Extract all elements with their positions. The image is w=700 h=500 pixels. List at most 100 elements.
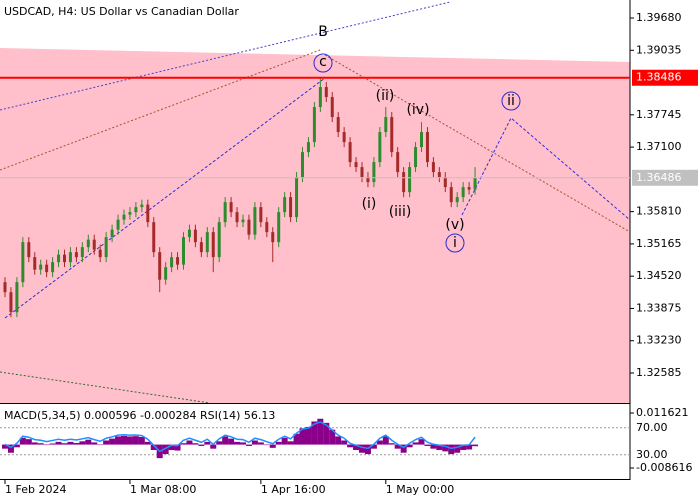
candle-body — [27, 242, 31, 258]
forecast-line — [461, 117, 631, 221]
macd-bar — [204, 441, 211, 445]
candle-body — [3, 282, 7, 293]
y-tick-label: 1.34520 — [636, 269, 682, 282]
macd-bar — [335, 436, 342, 445]
candle-body — [473, 177, 477, 190]
macd-bar — [91, 442, 98, 445]
candle-body — [140, 204, 144, 208]
candle-body — [9, 292, 13, 313]
candle-body — [461, 187, 465, 198]
x-tick-label: 1 Feb 2024 — [5, 483, 66, 496]
candle-body — [57, 254, 61, 263]
macd-bar — [240, 442, 246, 445]
candle-body — [277, 212, 281, 243]
candle-body — [378, 132, 382, 163]
macd-bar — [370, 444, 377, 449]
price-label-box — [632, 169, 698, 186]
macd-bar — [364, 444, 371, 455]
indicator-label: MACD(5,34,5) 0.000596 -0.000284 RSI(14) … — [4, 409, 275, 422]
candle-body — [318, 87, 322, 108]
y-tick-label: -0.008616 — [636, 461, 692, 474]
candle-body — [92, 239, 96, 250]
candle-body — [235, 212, 239, 223]
candle-body — [253, 207, 257, 235]
macd-bar — [299, 428, 306, 445]
macd-bar — [472, 444, 479, 447]
macd-bar — [216, 441, 223, 445]
macd-bar — [192, 443, 199, 445]
macd-bar — [418, 439, 425, 445]
candle-body — [342, 132, 346, 143]
macd-bar — [341, 440, 348, 445]
y-tick-label: 0.011621 — [636, 406, 689, 419]
y-tick-label: 1.39035 — [636, 43, 682, 56]
macd-bar — [19, 437, 26, 445]
wave-label: c — [319, 54, 327, 70]
macd-bar — [388, 443, 395, 445]
macd-bar — [186, 440, 193, 445]
macd-bar — [222, 436, 229, 445]
macd-bar — [115, 436, 122, 445]
wave-label: (v) — [445, 217, 464, 233]
y-tick-label: 1.35165 — [636, 237, 682, 250]
candle-body — [45, 264, 49, 273]
macd-bar — [436, 444, 443, 451]
macd-bar — [442, 444, 449, 452]
macd-bar — [353, 444, 360, 451]
y-tick-label: 1.32585 — [636, 366, 682, 379]
macd-bar — [121, 435, 127, 445]
wave-label: i — [453, 235, 457, 251]
candle-body — [306, 142, 310, 153]
candle-body — [431, 162, 435, 173]
x-tick-label: 1 May 00:00 — [386, 483, 454, 496]
macd-bar — [162, 444, 169, 455]
candle-body — [437, 172, 441, 178]
macd-bar — [382, 436, 389, 445]
macd-bar — [234, 441, 241, 445]
macd-bar — [2, 444, 8, 449]
macd-bar — [466, 444, 473, 450]
candle-body — [152, 222, 156, 253]
candle-body — [187, 229, 191, 238]
macd-bar — [406, 444, 413, 448]
price-label: 1.38486 — [636, 71, 682, 84]
wave-circle — [445, 233, 465, 253]
candle-body — [402, 172, 406, 193]
macd-bar — [174, 444, 181, 451]
candle-body — [360, 167, 364, 178]
candle-body — [443, 177, 447, 188]
macd-bar — [198, 444, 205, 446]
macd-bar — [305, 426, 312, 445]
candle-body — [134, 207, 138, 213]
y-tick-label: 1.33230 — [636, 334, 682, 347]
y-tick-label: 1.39680 — [636, 11, 682, 24]
macd-bar — [448, 444, 455, 455]
macd-bar — [126, 436, 133, 445]
candle-body — [265, 222, 269, 233]
wave-label: (ii) — [376, 88, 395, 104]
macd-bar — [454, 444, 461, 453]
macd-bar — [79, 441, 86, 445]
trendline — [0, 1, 451, 111]
macd-bar — [251, 440, 258, 445]
candle-body — [384, 117, 388, 133]
candle-body — [241, 219, 245, 223]
macd-bar — [269, 444, 276, 448]
macd-bar — [37, 443, 44, 445]
candle-body — [104, 237, 108, 258]
candle-body — [199, 242, 203, 253]
candle-body — [467, 187, 471, 190]
macd-bar — [49, 443, 56, 445]
candle-body — [110, 229, 114, 238]
macd-bar — [132, 436, 139, 445]
candle-body — [193, 229, 197, 243]
candle-body — [449, 187, 453, 203]
macd-bar — [13, 444, 20, 448]
macd-bar — [400, 444, 407, 453]
trendline — [0, 371, 211, 404]
candle-body — [170, 257, 174, 268]
macd-bar — [55, 441, 62, 445]
macd-bar — [317, 418, 324, 445]
candle-body — [414, 147, 418, 168]
candle-body — [354, 162, 358, 168]
